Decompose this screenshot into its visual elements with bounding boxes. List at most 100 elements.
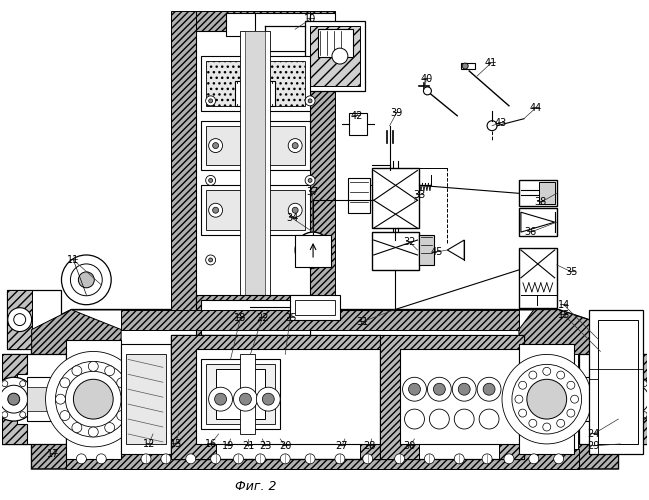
Circle shape [641, 380, 647, 386]
Circle shape [256, 387, 280, 411]
Bar [256, 14, 310, 51]
Circle shape [256, 454, 265, 464]
Circle shape [512, 364, 582, 434]
Circle shape [482, 454, 492, 464]
Circle shape [186, 454, 196, 464]
Circle shape [208, 387, 232, 411]
Bar [201, 360, 280, 429]
Bar [215, 370, 265, 419]
Text: 18: 18 [234, 312, 247, 322]
Circle shape [234, 387, 258, 411]
Circle shape [161, 454, 171, 464]
Text: 41: 41 [485, 58, 497, 68]
Circle shape [19, 380, 26, 386]
Bar [310, 26, 360, 86]
Polygon shape [521, 212, 555, 232]
Bar [126, 354, 166, 444]
Circle shape [529, 420, 537, 428]
Text: 22: 22 [256, 312, 269, 322]
Circle shape [335, 454, 345, 464]
Bar [372, 168, 419, 228]
Bar [206, 190, 305, 230]
Text: 31: 31 [357, 316, 369, 326]
Circle shape [621, 385, 649, 413]
Circle shape [308, 178, 312, 182]
Bar [27, 387, 623, 411]
Bar [196, 350, 380, 444]
Circle shape [529, 454, 539, 464]
Bar [348, 178, 370, 213]
Circle shape [96, 454, 106, 464]
Circle shape [554, 454, 564, 464]
Circle shape [239, 393, 251, 405]
Bar [2, 354, 66, 444]
Circle shape [519, 409, 526, 417]
Bar [245, 31, 265, 330]
Circle shape [623, 412, 630, 418]
Circle shape [408, 384, 421, 395]
Bar [519, 344, 574, 454]
Bar [295, 300, 335, 314]
Circle shape [452, 378, 476, 401]
Bar [305, 22, 365, 91]
Circle shape [234, 454, 243, 464]
Circle shape [104, 366, 115, 376]
Circle shape [206, 255, 215, 265]
Bar [519, 180, 557, 206]
Bar [201, 56, 310, 111]
Circle shape [45, 352, 141, 447]
Circle shape [2, 380, 8, 386]
Circle shape [423, 87, 432, 95]
Circle shape [332, 48, 348, 64]
Text: 42: 42 [350, 111, 363, 120]
Circle shape [88, 362, 98, 372]
Circle shape [623, 380, 630, 386]
Text: 23: 23 [259, 441, 271, 451]
Bar [519, 208, 557, 236]
Circle shape [252, 142, 258, 148]
Circle shape [305, 176, 315, 186]
Bar [589, 310, 643, 454]
Text: 36: 36 [525, 227, 537, 237]
Circle shape [424, 454, 434, 464]
Circle shape [14, 314, 26, 326]
Bar [318, 29, 353, 57]
Polygon shape [6, 290, 92, 350]
Circle shape [502, 354, 591, 444]
Circle shape [295, 232, 331, 268]
Circle shape [288, 138, 302, 152]
Circle shape [56, 362, 131, 437]
Bar [598, 320, 638, 444]
Circle shape [88, 427, 98, 437]
Text: 11: 11 [67, 255, 80, 265]
Circle shape [515, 395, 523, 403]
Bar [372, 232, 419, 270]
Text: 40: 40 [421, 74, 432, 84]
Circle shape [104, 422, 115, 432]
Text: 28: 28 [363, 441, 376, 451]
Circle shape [483, 384, 495, 395]
Polygon shape [121, 310, 519, 330]
Circle shape [288, 204, 302, 217]
Circle shape [211, 454, 221, 464]
Polygon shape [171, 334, 380, 459]
Polygon shape [32, 310, 121, 469]
Bar [171, 334, 380, 459]
Bar [578, 354, 647, 444]
Circle shape [249, 138, 262, 152]
Circle shape [19, 412, 26, 418]
Bar [519, 248, 557, 308]
Circle shape [215, 393, 227, 405]
Bar [295, 235, 331, 267]
Circle shape [208, 138, 223, 152]
Text: 38: 38 [535, 198, 547, 207]
Circle shape [567, 382, 575, 389]
Text: 37: 37 [306, 188, 318, 198]
Text: 19: 19 [223, 441, 235, 451]
Circle shape [213, 142, 219, 148]
Polygon shape [519, 310, 618, 469]
Circle shape [305, 454, 315, 464]
Circle shape [56, 394, 66, 404]
Circle shape [527, 380, 567, 419]
Circle shape [249, 204, 262, 217]
